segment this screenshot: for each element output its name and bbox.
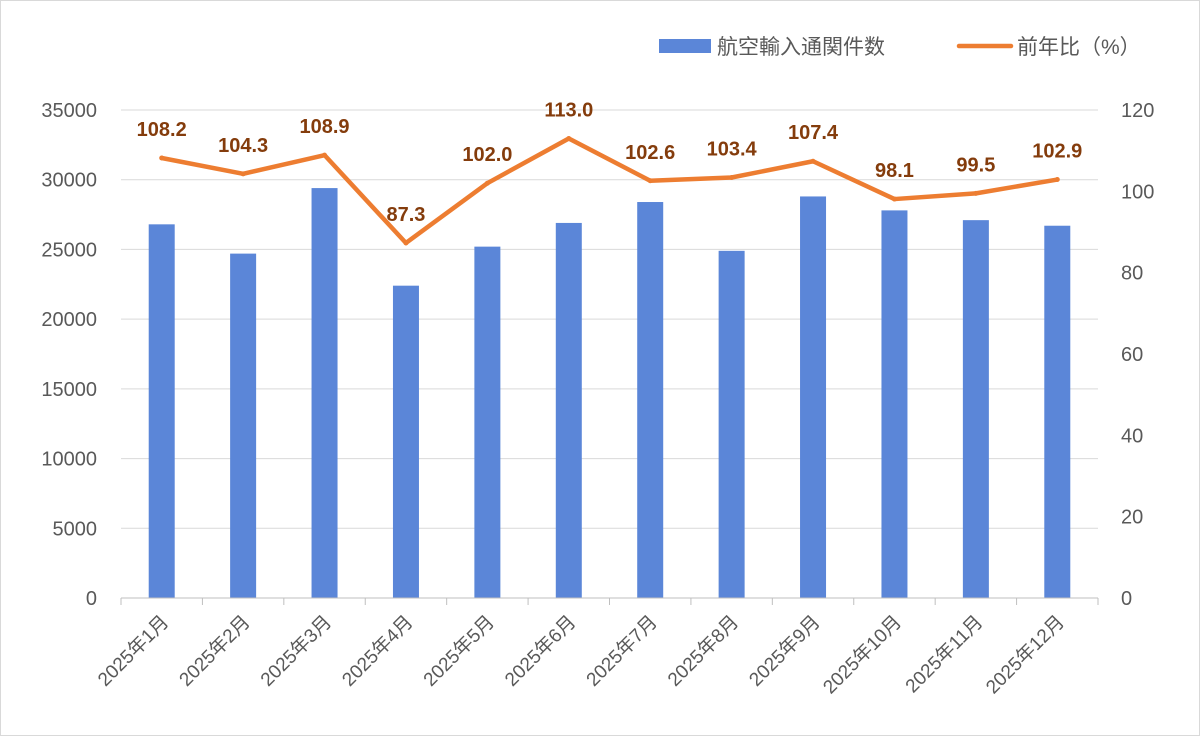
bar	[311, 188, 338, 598]
legend-swatch-bar	[659, 39, 711, 53]
bar-series	[148, 188, 1071, 599]
bar	[800, 196, 827, 598]
x-tick-label: 2025年3月	[256, 611, 336, 691]
x-tick-label: 2025年6月	[501, 611, 581, 691]
line-point	[1054, 177, 1060, 183]
y-left-tick-label: 5000	[53, 518, 98, 540]
data-label: 107.4	[788, 122, 839, 144]
data-label: 103.4	[707, 139, 758, 161]
x-tick-label: 2025年8月	[663, 611, 743, 691]
line-data-labels: 108.2 104.3 108.9 87.3 102.0 113.0 102.6 103.4 1…	[137, 99, 1083, 226]
data-label: 102.6	[625, 142, 675, 164]
y-left-tick-label: 25000	[41, 239, 97, 261]
x-tick-label: 2025年4月	[338, 611, 418, 691]
y-axis-right: 0 20 40 60 80 100 120	[1121, 100, 1154, 610]
x-tick-label: 2025年2月	[175, 611, 255, 691]
x-tick-label: 2025年7月	[582, 611, 662, 691]
line-point	[403, 240, 409, 246]
line-series	[159, 135, 1060, 246]
y-left-tick-label: 20000	[41, 309, 97, 331]
line-point	[729, 175, 735, 181]
data-label: 98.1	[875, 160, 914, 182]
line-point	[566, 135, 572, 141]
legend-label-line: 前年比（%）	[1017, 36, 1141, 59]
legend: 航空輸入通関件数 前年比（%）	[659, 36, 1141, 59]
y-left-tick-label: 0	[86, 588, 97, 610]
y-left-tick-label: 15000	[41, 379, 97, 401]
line-point	[810, 158, 816, 164]
y-axis-left: 0 5000 10000 15000 20000 25000 30000 35000	[41, 100, 97, 610]
line-point	[159, 155, 165, 161]
line-point	[647, 178, 653, 184]
bar	[555, 222, 582, 599]
bar	[962, 220, 989, 599]
y-right-tick-label: 120	[1121, 100, 1154, 122]
x-tick-label: 2025年11月	[901, 611, 987, 697]
data-label: 87.3	[386, 204, 425, 226]
y-left-tick-label: 30000	[41, 170, 97, 192]
x-tick-label: 2025年9月	[745, 611, 825, 691]
line-point	[322, 152, 328, 158]
x-tick-label: 2025年10月	[819, 611, 906, 698]
line-point	[973, 190, 979, 196]
line-path	[159, 136, 1060, 246]
y-left-tick-label: 10000	[41, 449, 97, 471]
x-tick-label: 2025年12月	[982, 611, 1069, 698]
y-right-tick-label: 60	[1121, 344, 1143, 366]
bar	[392, 285, 419, 598]
data-label: 99.5	[956, 154, 995, 176]
data-label: 102.9	[1032, 141, 1082, 163]
y-right-tick-label: 20	[1121, 507, 1143, 529]
data-label: 102.0	[462, 144, 512, 166]
x-tick-label: 2025年5月	[419, 611, 499, 691]
x-tick-label: 2025年1月	[93, 611, 173, 691]
x-axis: 2025年1月 2025年2月 2025年3月 2025年4月 2025年5月 2025年…	[93, 597, 1099, 698]
y-right-tick-label: 40	[1121, 425, 1143, 447]
line-point	[891, 196, 897, 202]
bar	[637, 202, 664, 598]
y-right-tick-label: 80	[1121, 263, 1143, 285]
y-right-tick-label: 100	[1121, 181, 1154, 203]
y-left-tick-label: 35000	[41, 100, 97, 122]
bar	[881, 210, 908, 599]
legend-label-bar: 航空輸入通関件数	[717, 36, 885, 59]
line-point	[484, 180, 490, 186]
bar	[148, 224, 175, 598]
y-right-tick-label: 0	[1121, 588, 1132, 610]
data-label: 104.3	[218, 135, 268, 157]
line-point	[240, 171, 246, 177]
data-label: 108.2	[137, 119, 187, 141]
bar	[718, 250, 745, 598]
bar	[1044, 225, 1071, 598]
bar	[230, 253, 257, 598]
data-label: 108.9	[300, 116, 350, 138]
gridlines	[121, 109, 1098, 529]
bar	[474, 246, 501, 598]
data-label: 113.0	[544, 99, 593, 121]
